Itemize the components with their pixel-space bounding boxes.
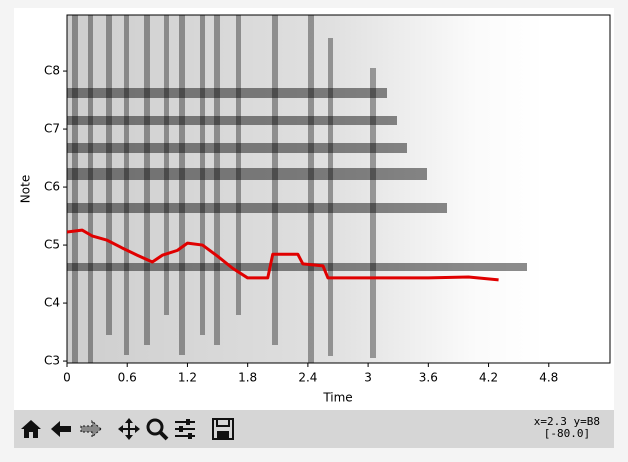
x-tick-label: 0	[63, 371, 71, 385]
x-tick-label: 1.2	[178, 371, 197, 385]
y-tick-label: C6	[44, 180, 60, 194]
forward-button[interactable]	[78, 416, 104, 442]
chart: Time Note 0 0.6 1.2 1.8 2.4 3 3.6 4.2 4.8 C3 C4 C5 C…	[14, 8, 614, 410]
status-readout: x=2.3 y=B8 [-80.0]	[534, 416, 600, 440]
configure-button[interactable]	[172, 416, 198, 442]
y-tick-label: C5	[44, 238, 60, 252]
x-axis-label: Time	[322, 391, 352, 405]
y-tick-label: C8	[44, 64, 60, 78]
save-button[interactable]	[210, 416, 236, 442]
y-tick-label: C7	[44, 122, 60, 136]
x-tick-label: 0.6	[118, 371, 137, 385]
y-tick-label: C4	[44, 296, 60, 310]
zoom-button[interactable]	[144, 416, 170, 442]
x-tick-label: 4.2	[479, 371, 498, 385]
toolbar: x=2.3 y=B8 [-80.0]	[14, 410, 614, 448]
x-tick-label: 3	[364, 371, 372, 385]
spectrogram	[67, 15, 547, 363]
status-line: x=2.3 y=B8	[533, 415, 600, 428]
plot-frame	[66, 14, 611, 364]
status-line: [-80.0]	[543, 427, 591, 440]
back-button[interactable]	[48, 416, 74, 442]
figure: Time Note 0 0.6 1.2 1.8 2.4 3 3.6 4.2 4.8 C3 C4 C5 C…	[14, 8, 614, 410]
x-tick-label: 3.6	[419, 371, 438, 385]
pitch-line	[67, 228, 499, 282]
y-axis-label: Note	[19, 175, 33, 203]
x-tick-label: 2.4	[298, 371, 317, 385]
y-tick-label: C3	[44, 354, 60, 368]
pan-button[interactable]	[116, 416, 142, 442]
x-tick-label: 4.8	[539, 371, 558, 385]
home-button[interactable]	[18, 416, 44, 442]
x-tick-label: 1.8	[238, 371, 257, 385]
